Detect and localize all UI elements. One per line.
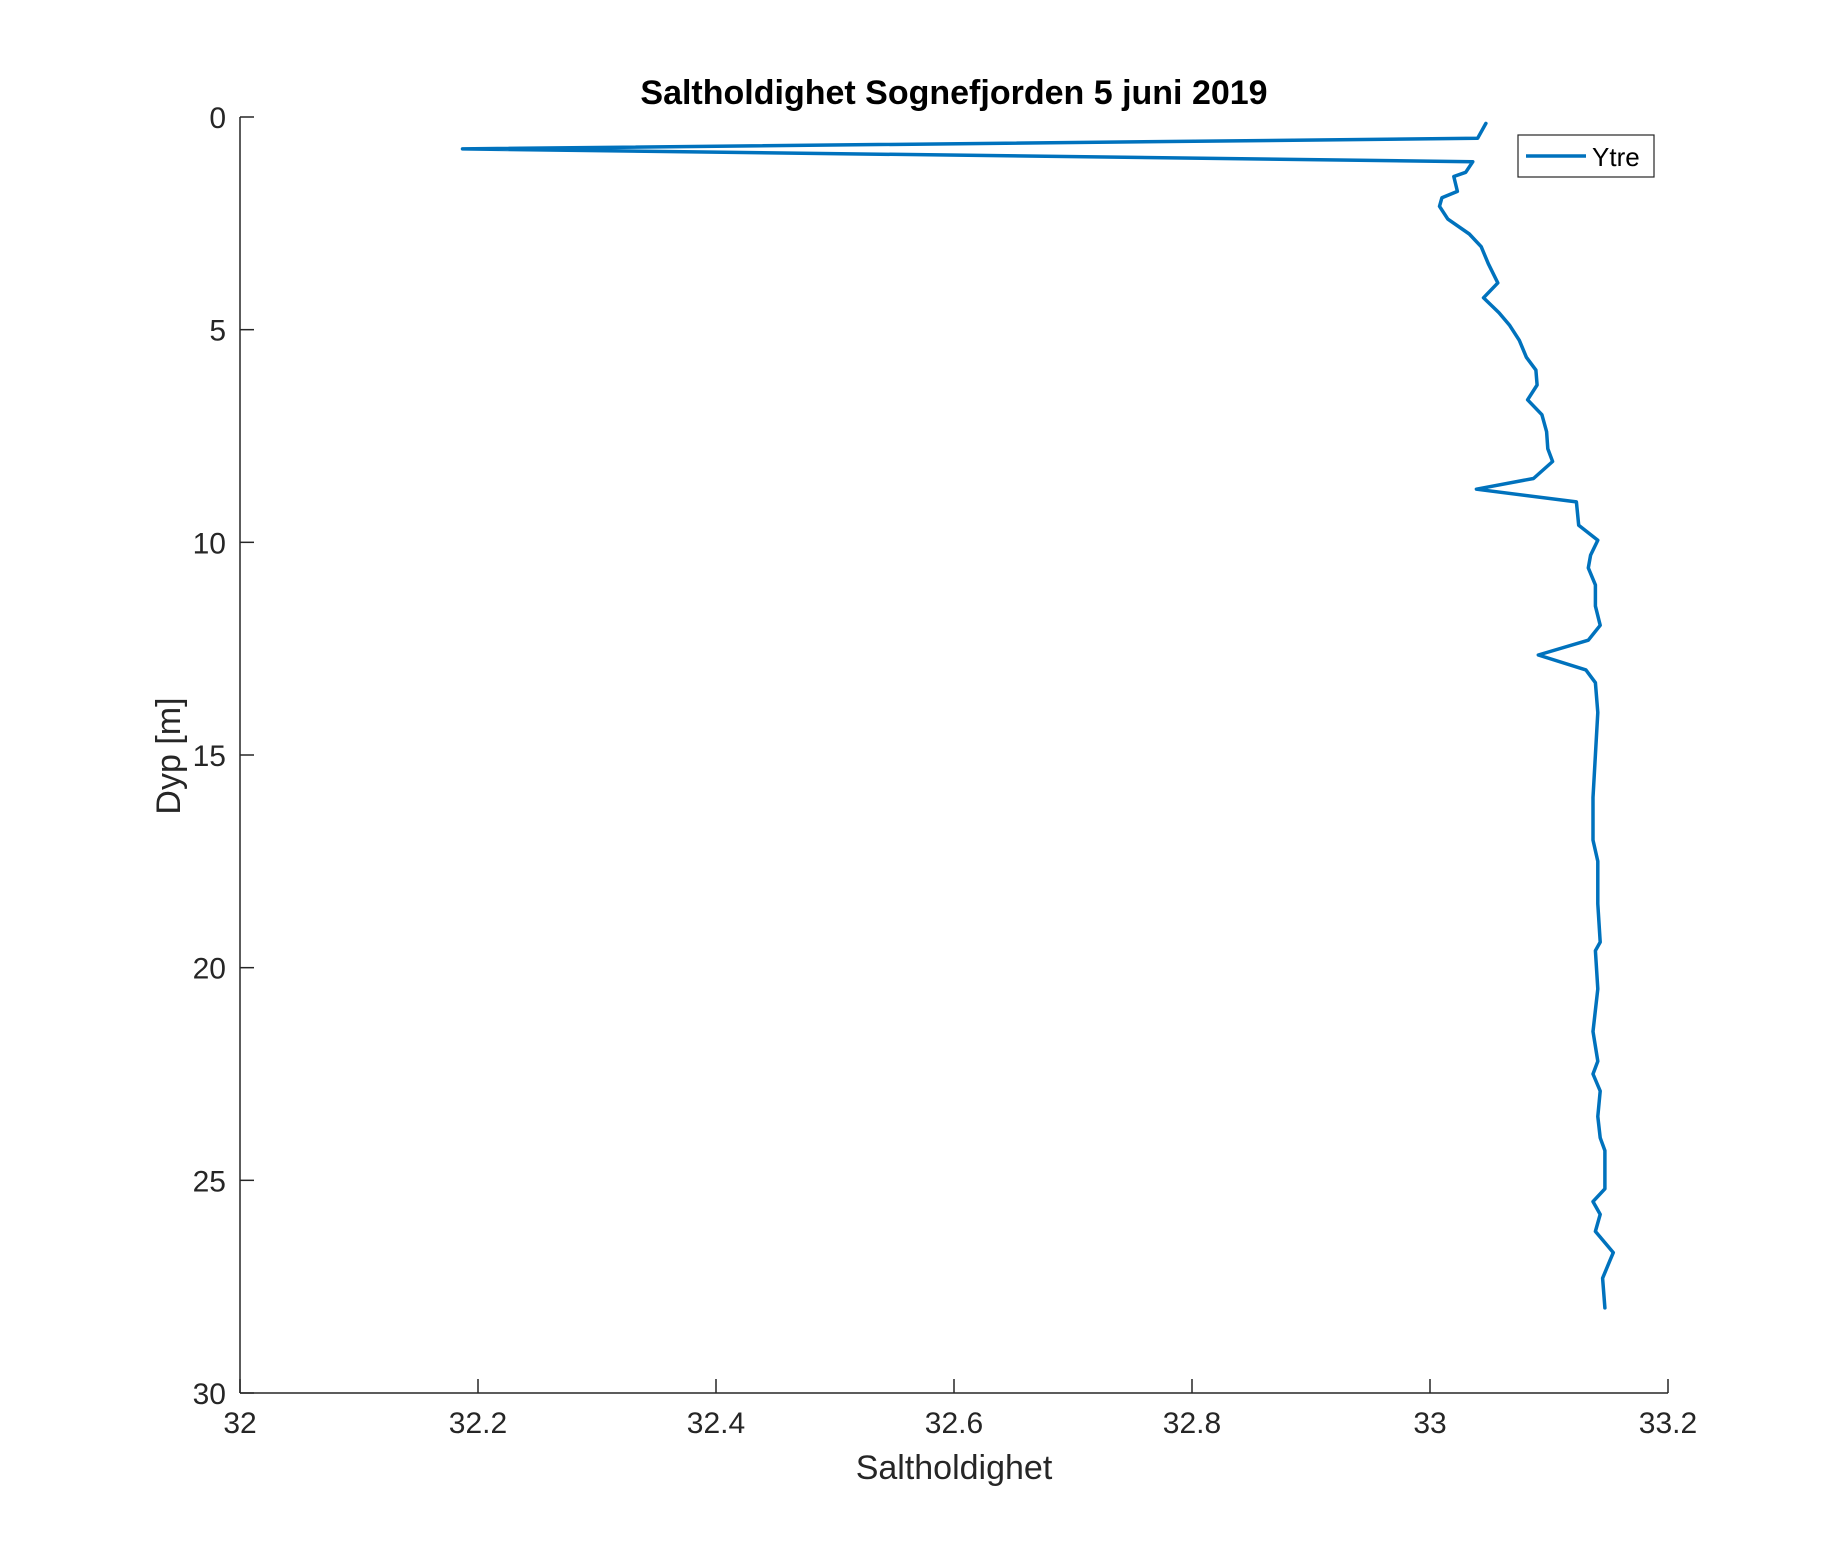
- plot-background: [240, 117, 1668, 1393]
- x-tick-label: 32.6: [925, 1407, 983, 1440]
- legend-label: Ytre: [1592, 142, 1640, 172]
- y-tick-label: 20: [193, 953, 226, 986]
- x-tick-label: 32.4: [687, 1407, 745, 1440]
- x-axis-label: Saltholdighet: [856, 1449, 1053, 1487]
- y-tick-label: 30: [193, 1378, 226, 1411]
- y-tick-label: 25: [193, 1165, 226, 1198]
- plot-area: [239, 117, 1668, 1394]
- y-tick-label: 15: [193, 740, 226, 773]
- y-tick-label: 5: [209, 315, 226, 348]
- y-axis-label: Dyp [m]: [150, 697, 188, 814]
- x-tick-label: 33: [1413, 1407, 1446, 1440]
- x-tick-label: 33.2: [1639, 1407, 1697, 1440]
- y-tick-label: 0: [209, 102, 226, 135]
- x-tick-label: 32.8: [1163, 1407, 1221, 1440]
- series-group: [460, 121, 1616, 1310]
- x-tick-label: 32.2: [449, 1407, 507, 1440]
- x-axis-ticks: 32 32.2 32.4 32.6 32.8 33 33.2: [223, 1379, 1697, 1440]
- chart-title: Saltholdighet Sognefjorden 5 juni 2019: [640, 74, 1267, 112]
- y-tick-label: 10: [193, 527, 226, 560]
- x-tick-label: 32: [223, 1407, 256, 1440]
- y-axis-ticks: 0 5 10 15 20 25 30: [193, 102, 254, 1411]
- legend: Ytre: [1517, 134, 1655, 178]
- series-line-ytre: [460, 121, 1616, 1310]
